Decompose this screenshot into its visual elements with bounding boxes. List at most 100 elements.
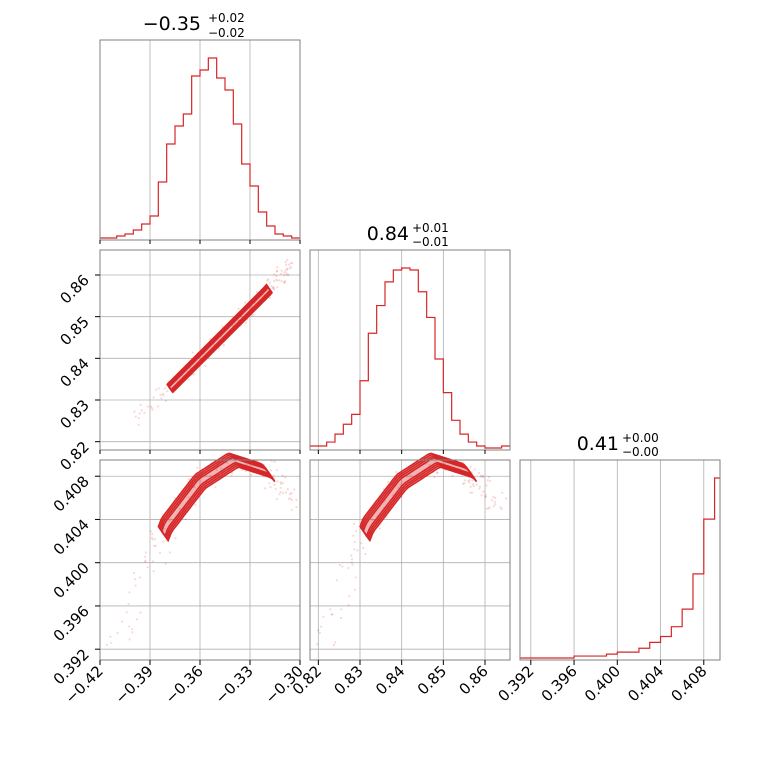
scatter10-sample-point <box>160 397 163 400</box>
hist2-bin <box>661 636 672 660</box>
scatter20-sample-point <box>220 467 223 470</box>
scatter20-contour-level <box>159 455 274 540</box>
scatter10-sample-point <box>285 268 288 271</box>
hist1-bin <box>452 420 460 450</box>
scatter10-sample-point <box>139 403 142 407</box>
scatter20-sample-point <box>105 643 108 647</box>
scatter21-sample-point <box>492 495 495 499</box>
hist0-bin <box>150 216 158 240</box>
scatter10-sample-point <box>287 273 290 276</box>
scatter21-sample-point <box>478 485 482 488</box>
scatter21-sample-point <box>475 483 478 486</box>
scatter20-sample-point <box>269 486 272 489</box>
scatter20-sample-point <box>152 570 155 573</box>
scatter10-sample-point <box>163 387 166 390</box>
scatter10-sample-point <box>275 270 278 273</box>
scatter10-sample-point <box>151 408 154 411</box>
y-tick-label-1: 0.83 <box>56 396 92 432</box>
scatter20-contours <box>157 452 276 543</box>
scatter21-sample-point <box>484 495 488 499</box>
scatter21-sample-point <box>331 613 334 616</box>
scatter21-sample-point <box>486 479 489 482</box>
scatter20-sample-point <box>194 503 197 506</box>
hist0-bin <box>125 234 133 240</box>
scatter21-sample-point <box>320 625 323 628</box>
hist0-bin <box>258 212 266 240</box>
scatter10-contour-level <box>167 286 272 391</box>
x-tick-label-0: −0.36 <box>162 662 207 707</box>
y-tick-label-2: 0.404 <box>50 516 93 559</box>
scatter20-sample-point <box>295 506 298 509</box>
hist0-bin <box>233 124 241 240</box>
scatter21-sample-point <box>468 481 471 484</box>
scatter20-sample-point <box>116 631 119 635</box>
scatter10-sample-point <box>280 280 283 283</box>
scatter10-sample-point <box>140 409 143 412</box>
scatter10-sample-point <box>284 263 288 266</box>
scatter10-sample-point <box>280 269 283 272</box>
hist0-bin <box>175 126 183 240</box>
scatter20-sample-point <box>134 584 137 587</box>
hist1-bars <box>310 267 510 450</box>
scatter21-sample-point <box>339 616 343 620</box>
hist1-bin <box>368 333 376 450</box>
scatter21-sample-point <box>335 579 339 582</box>
hist0-bin <box>183 114 191 240</box>
scatter10-sample-point <box>149 405 152 408</box>
hist2-bin <box>606 654 617 660</box>
scatter10-sample-point <box>152 396 155 399</box>
hist0-bin <box>250 186 258 240</box>
scatter21-sample-point <box>329 608 332 611</box>
scatter20-sample-point <box>275 469 278 472</box>
scatter10-sample-point <box>273 280 276 283</box>
scatter21-sample-point <box>469 485 472 488</box>
hist2-bin <box>671 627 682 660</box>
scatter20-sample-point <box>209 474 212 477</box>
scatter21-sample-point <box>353 522 356 525</box>
scatter20-sample-point <box>131 628 134 631</box>
scatter10-sample-point <box>244 321 248 324</box>
x-axis-0: −0.42 −0.39 −0.36 −0.33 −0.30 <box>62 660 307 707</box>
scatter10-sample-point <box>279 272 283 275</box>
y-tick-label-2: 0.408 <box>50 472 93 515</box>
scatter20-sample-point <box>289 497 292 500</box>
scatter20-sample-point <box>179 507 182 511</box>
scatter21-sample-point <box>353 540 356 543</box>
hist0-bars <box>100 57 300 240</box>
hist2-bin <box>682 609 693 660</box>
scatter10-contour-level <box>166 284 273 393</box>
scatter20-sample-point <box>215 468 218 472</box>
scatter10-sample-point <box>287 263 290 266</box>
scatter10-contours <box>166 283 274 394</box>
hist2-bin <box>715 478 720 660</box>
hist2-bin <box>639 648 650 660</box>
scatter10-sample-point <box>146 405 149 408</box>
hist1-grid <box>317 250 486 450</box>
scatter10-sample-point <box>283 271 286 274</box>
scatter21-sample-point <box>471 491 474 494</box>
hist2-bin <box>704 519 715 660</box>
scatter21-sample-point <box>467 480 470 483</box>
hist0-bin <box>217 78 225 240</box>
scatter20-sample-point <box>162 540 165 543</box>
hist1-bin <box>385 282 393 450</box>
scatter20-contour-level <box>158 453 275 541</box>
scatter21-sample-point <box>332 644 335 647</box>
scatter10-sample-point <box>283 280 287 283</box>
scatter20-sample-point <box>196 466 199 469</box>
scatter20-sample-point <box>276 480 279 483</box>
x-tick-label-0: −0.39 <box>112 662 157 707</box>
scatter20-sample-point <box>138 576 142 579</box>
scatter21-sample-point <box>443 462 446 465</box>
scatter21-sample-point <box>468 478 471 482</box>
hist0-bin <box>158 182 166 240</box>
scatter21-sample-point <box>484 493 487 496</box>
hist2-grid <box>530 460 705 660</box>
scatter21-sample-point <box>364 552 367 556</box>
scatter20-sample-point <box>281 482 284 485</box>
scatter21-sample-point <box>504 497 508 500</box>
scatter10-sample-point <box>204 364 207 367</box>
hist0-bin <box>242 164 250 240</box>
scatter21-sample-point <box>353 588 356 591</box>
